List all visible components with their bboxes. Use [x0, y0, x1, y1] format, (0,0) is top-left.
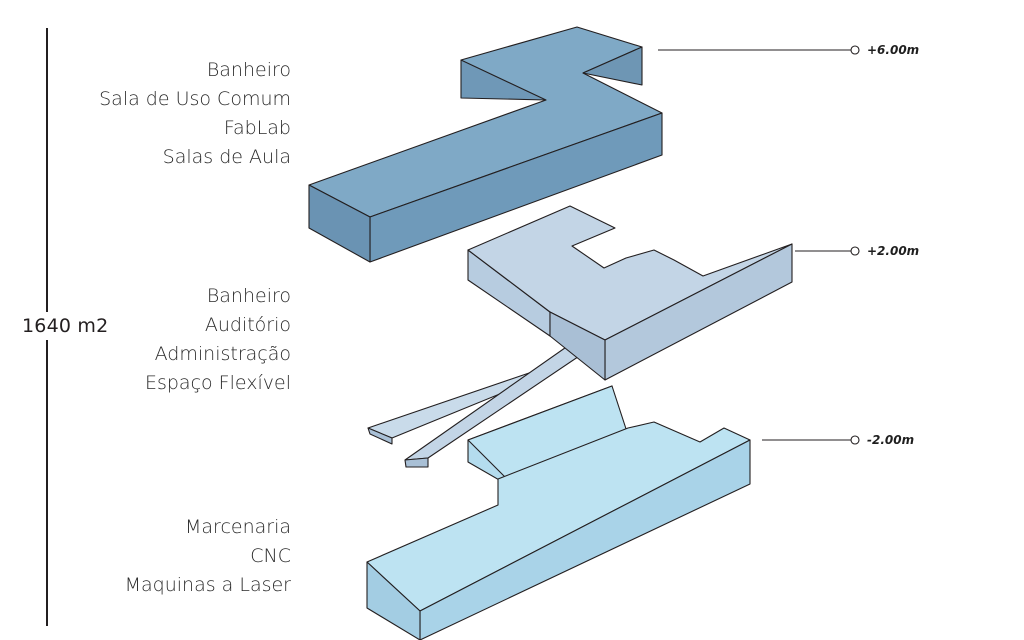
middle-level-volume	[467, 205, 793, 381]
lower-level-front-face	[366, 561, 421, 640]
ramp-group	[367, 335, 604, 468]
room-label: Banheiro	[206, 285, 291, 307]
ramp-upper-edge	[404, 457, 429, 468]
room-label: Auditório	[204, 314, 291, 336]
elevation-marker-circle	[850, 45, 860, 55]
elevation-label: -2.00m	[867, 433, 914, 447]
upper-level-front-face	[308, 184, 371, 263]
upper-level-volume	[308, 26, 663, 263]
room-label: Maquinas a Laser	[124, 574, 291, 596]
lower-level-volume	[366, 385, 751, 640]
elevation-label: +6.00m	[867, 43, 919, 57]
elevation-marker-circle	[850, 435, 860, 445]
room-label: Espaço Flexível	[144, 372, 291, 394]
elevation-label: +2.00m	[867, 244, 919, 258]
upper-level-notch-face	[582, 46, 643, 86]
room-label: Banheiro	[206, 59, 291, 81]
room-label: CNC	[250, 545, 291, 567]
room-label: FabLab	[223, 117, 291, 139]
total-area-label: 1640 m2	[22, 312, 109, 340]
room-label: Marcenaria	[185, 516, 291, 538]
ramp-lower-edge	[367, 427, 393, 445]
middle-level-front-face	[549, 311, 606, 381]
room-list-upper-level: Banheiro Sala de Uso Comum FabLab Salas …	[99, 56, 291, 172]
room-label: Sala de Uso Comum	[99, 88, 291, 110]
room-label: Administração	[154, 343, 291, 365]
elevation-marker-circle	[850, 246, 860, 256]
room-list-middle-level: Banheiro Auditório Administração Espaço …	[145, 282, 291, 398]
room-list-lower-level: Marcenaria CNC Maquinas a Laser	[125, 513, 291, 600]
room-label: Salas de Aula	[162, 146, 291, 168]
